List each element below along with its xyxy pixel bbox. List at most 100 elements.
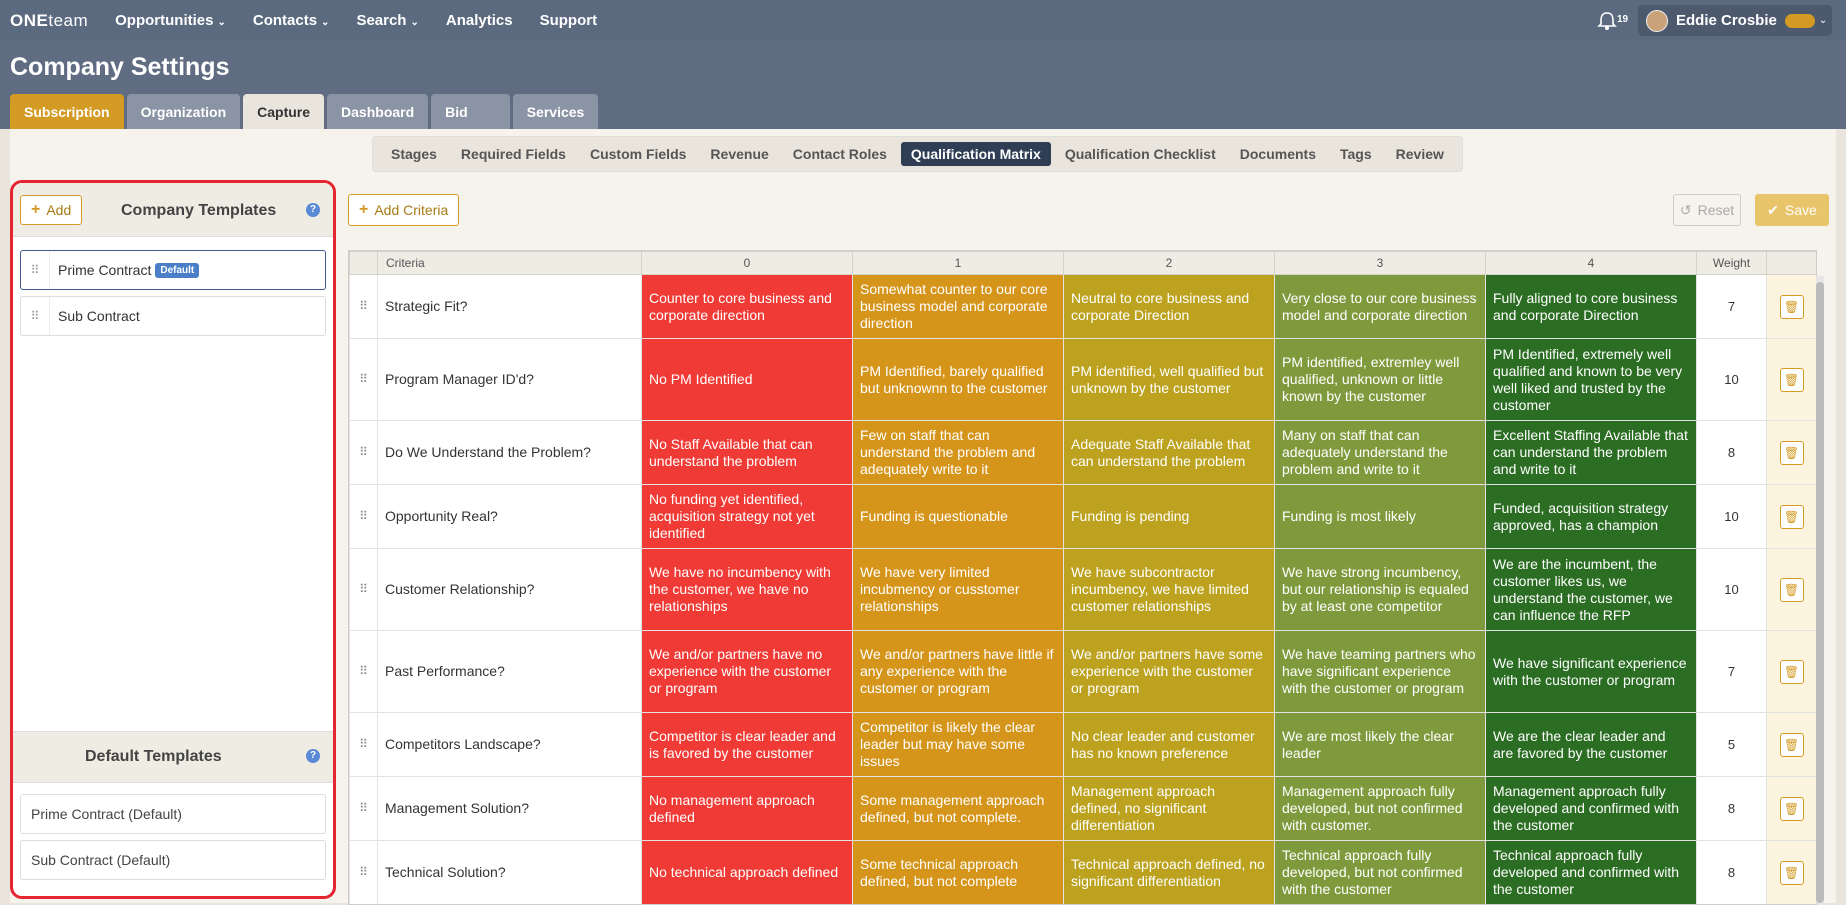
trash-icon[interactable]: 🗑 [1779,796,1804,821]
add-criteria-button[interactable]: + Add Criteria [348,194,460,226]
add-template-button[interactable]: + Add [20,195,83,225]
weight-cell[interactable]: 5 [1696,712,1767,777]
score-4-cell[interactable]: Fully aligned to core business and corpo… [1485,274,1697,339]
template-item-sub-contract[interactable]: ⠿ Sub Contract [20,296,326,336]
subtab-tags[interactable]: Tags [1340,146,1372,162]
criteria-cell[interactable]: Management Solution? [377,776,642,841]
criteria-cell[interactable]: Technical Solution? [377,840,642,904]
score-3-cell[interactable]: We are most likely the clear leader [1274,712,1486,777]
score-1-cell[interactable]: Competitor is likely the clear leader bu… [852,712,1064,777]
score-3-cell[interactable]: Funding is most likely [1274,484,1486,549]
trash-icon[interactable]: 🗑 [1779,860,1804,885]
score-4-cell[interactable]: Technical approach fully developed and c… [1485,840,1697,904]
trash-icon[interactable]: 🗑 [1779,659,1804,684]
subtab-review[interactable]: Review [1395,146,1444,162]
weight-cell[interactable]: 7 [1696,274,1767,339]
criteria-cell[interactable]: Strategic Fit? [377,274,642,339]
score-2-cell[interactable]: We have subcontractor incumbency, we hav… [1063,548,1275,631]
drag-handle-icon[interactable]: ⠿ [349,776,378,841]
score-1-cell[interactable]: We and/or partners have little if any ex… [852,630,1064,713]
subtab-qualification-checklist[interactable]: Qualification Checklist [1064,146,1216,162]
trash-icon[interactable]: 🗑 [1779,732,1804,757]
template-item-prime-contract[interactable]: ⠿ Prime Contract Default [20,250,326,290]
tab-services[interactable]: Services [512,94,599,129]
trash-icon[interactable]: 🗑 [1779,577,1804,602]
trash-icon[interactable]: 🗑 [1779,367,1804,392]
score-4-cell[interactable]: Management approach fully developed and … [1485,776,1697,841]
drag-handle-icon[interactable]: ⠿ [349,630,378,713]
user-menu[interactable]: Eddie Crosbie ⌄ [1638,5,1832,36]
score-2-cell[interactable]: Technical approach defined, no significa… [1063,840,1275,904]
drag-handle-icon[interactable]: ⠿ [349,712,378,777]
weight-cell[interactable]: 10 [1696,548,1767,631]
score-4-cell[interactable]: Excellent Staffing Available that can un… [1485,420,1697,485]
nav-support[interactable]: Support [540,12,598,29]
score-4-cell[interactable]: PM Identified, extremely well qualified … [1485,338,1697,421]
trash-icon[interactable]: 🗑 [1779,440,1804,465]
score-0-cell[interactable]: No PM Identified [641,338,853,421]
score-0-cell[interactable]: We have no incumbency with the customer,… [641,548,853,631]
score-3-cell[interactable]: Management approach fully developed, but… [1274,776,1486,841]
score-2-cell[interactable]: Neutral to core business and corporate D… [1063,274,1275,339]
drag-handle-icon[interactable]: ⠿ [349,420,378,485]
trash-icon[interactable]: 🗑 [1779,294,1804,319]
weight-cell[interactable]: 7 [1696,630,1767,713]
score-4-cell[interactable]: We are the incumbent, the customer likes… [1485,548,1697,631]
subtab-required-fields[interactable]: Required Fields [460,146,566,162]
criteria-cell[interactable]: Program Manager ID'd? [377,338,642,421]
criteria-cell[interactable]: Opportunity Real? [377,484,642,549]
criteria-cell[interactable]: Past Performance? [377,630,642,713]
score-3-cell[interactable]: Very close to our core business model an… [1274,274,1486,339]
default-template-prime[interactable]: Prime Contract (Default) [20,794,326,834]
subtab-documents[interactable]: Documents [1239,146,1316,162]
nav-contacts[interactable]: Contacts ⌄ [253,12,330,29]
drag-handle-icon[interactable]: ⠿ [349,484,378,549]
criteria-cell[interactable]: Competitors Landscape? [377,712,642,777]
tab-organization[interactable]: Organization [126,94,241,129]
score-3-cell[interactable]: Technical approach fully developed, but … [1274,840,1486,904]
score-1-cell[interactable]: Some technical approach defined, but not… [852,840,1064,904]
score-2-cell[interactable]: Adequate Staff Available that can unders… [1063,420,1275,485]
score-4-cell[interactable]: We have significant experience with the … [1485,630,1697,713]
nav-opportunities[interactable]: Opportunities ⌄ [115,12,226,29]
score-0-cell[interactable]: No Staff Available that can understand t… [641,420,853,485]
drag-handle-icon[interactable]: ⠿ [349,548,378,631]
drag-handle-icon[interactable]: ⠿ [349,338,378,421]
weight-cell[interactable]: 8 [1696,776,1767,841]
drag-handle-icon[interactable]: ⠿ [21,251,50,289]
subtab-stages[interactable]: Stages [391,146,437,162]
score-3-cell[interactable]: We have strong incumbency, but our relat… [1274,548,1486,631]
score-4-cell[interactable]: We are the clear leader and are favored … [1485,712,1697,777]
help-icon[interactable]: ? [306,203,320,217]
score-0-cell[interactable]: No funding yet identified, acquisition s… [641,484,853,549]
weight-cell[interactable]: 10 [1696,338,1767,421]
weight-cell[interactable]: 8 [1696,840,1767,904]
bell-icon[interactable] [1592,9,1622,33]
score-0-cell[interactable]: Competitor is clear leader and is favore… [641,712,853,777]
nav-analytics[interactable]: Analytics [446,12,513,29]
help-icon[interactable]: ? [306,749,320,763]
tab-subscription[interactable]: Subscription [10,94,124,129]
weight-cell[interactable]: 8 [1696,420,1767,485]
score-1-cell[interactable]: We have very limited incubmency or cusst… [852,548,1064,631]
drag-handle-icon[interactable]: ⠿ [21,297,50,335]
tab-dashboard[interactable]: Dashboard [327,94,429,129]
criteria-cell[interactable]: Do We Understand the Problem? [377,420,642,485]
score-0-cell[interactable]: Counter to core business and corporate d… [641,274,853,339]
tab-bid[interactable]: Bid [431,94,510,129]
criteria-cell[interactable]: Customer Relationship? [377,548,642,631]
score-4-cell[interactable]: Funded, acquisition strategy approved, h… [1485,484,1697,549]
score-1-cell[interactable]: Few on staff that can understand the pro… [852,420,1064,485]
subtab-custom-fields[interactable]: Custom Fields [589,146,687,162]
score-1-cell[interactable]: Funding is questionable [852,484,1064,549]
scrollbar-thumb[interactable] [1816,282,1824,903]
score-1-cell[interactable]: Some management approach defined, but no… [852,776,1064,841]
reset-button[interactable]: ↺ Reset [1673,194,1741,226]
tab-capture[interactable]: Capture [243,94,325,129]
score-2-cell[interactable]: No clear leader and customer has no know… [1063,712,1275,777]
nav-search[interactable]: Search ⌄ [356,12,418,29]
score-3-cell[interactable]: Many on staff that can adequately unders… [1274,420,1486,485]
score-2-cell[interactable]: Management approach defined, no signific… [1063,776,1275,841]
subtab-contact-roles[interactable]: Contact Roles [792,146,887,162]
score-3-cell[interactable]: We have teaming partners who have signif… [1274,630,1486,713]
